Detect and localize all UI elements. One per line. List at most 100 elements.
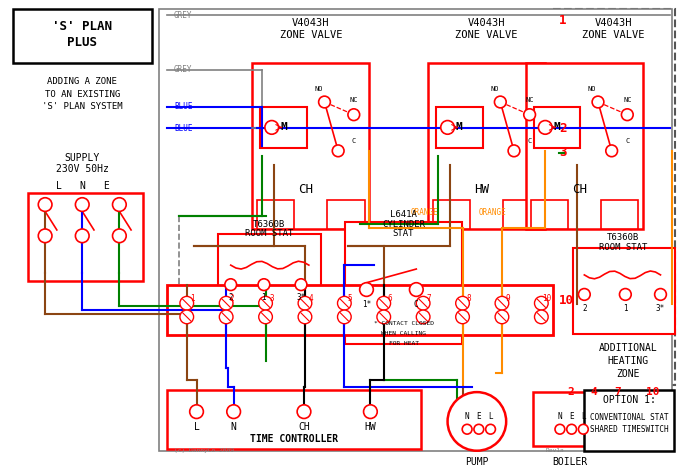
Circle shape — [112, 229, 126, 243]
Text: N: N — [558, 412, 562, 421]
Text: 3: 3 — [559, 146, 566, 159]
Text: BLUE: BLUE — [174, 124, 193, 133]
Text: 1*: 1* — [362, 300, 371, 309]
Text: C: C — [414, 300, 419, 309]
Circle shape — [416, 310, 430, 324]
Text: ROOM STAT: ROOM STAT — [599, 243, 648, 252]
Circle shape — [377, 310, 391, 324]
Bar — [260, 107, 307, 148]
Text: GREY: GREY — [174, 65, 193, 74]
Text: 2: 2 — [228, 293, 233, 302]
Text: 2: 2 — [567, 387, 574, 397]
Text: HW: HW — [364, 422, 376, 432]
Text: TIME CONTROLLER: TIME CONTROLLER — [250, 434, 338, 444]
Text: V4043H: V4043H — [292, 18, 330, 28]
Text: STAT: STAT — [393, 229, 415, 238]
Text: Rev1a: Rev1a — [545, 448, 564, 453]
Circle shape — [219, 296, 233, 310]
Bar — [433, 200, 470, 229]
Text: ORANGE: ORANGE — [479, 208, 506, 217]
Text: CH: CH — [299, 183, 313, 197]
Text: BLUE: BLUE — [174, 102, 193, 111]
Text: ZONE: ZONE — [617, 368, 640, 379]
Text: 2: 2 — [230, 294, 235, 303]
Circle shape — [348, 109, 359, 121]
Text: 7: 7 — [614, 387, 621, 397]
Text: L: L — [581, 412, 586, 421]
Text: TO AN EXISTING: TO AN EXISTING — [45, 90, 120, 99]
Bar — [159, 9, 672, 451]
Text: ZONE VALVE: ZONE VALVE — [455, 29, 518, 40]
Text: ZONE VALVE: ZONE VALVE — [582, 29, 645, 40]
Circle shape — [259, 310, 273, 324]
Circle shape — [578, 424, 588, 434]
Circle shape — [38, 229, 52, 243]
Circle shape — [75, 229, 89, 243]
Text: NC: NC — [525, 97, 534, 103]
Text: ADDING A ZONE: ADDING A ZONE — [48, 77, 117, 86]
Text: 10: 10 — [559, 294, 574, 307]
Circle shape — [535, 310, 548, 324]
Circle shape — [75, 197, 89, 212]
Text: 10: 10 — [542, 294, 552, 303]
Circle shape — [227, 405, 241, 418]
Text: SHARED TIMESWITCH: SHARED TIMESWITCH — [590, 425, 669, 434]
Circle shape — [606, 145, 618, 157]
Circle shape — [455, 310, 469, 324]
Text: T6360B: T6360B — [607, 233, 640, 242]
Text: L641A: L641A — [390, 210, 417, 219]
Bar — [28, 193, 143, 281]
Circle shape — [486, 424, 495, 434]
Text: E: E — [569, 412, 574, 421]
Circle shape — [295, 279, 307, 291]
Bar — [257, 200, 294, 229]
Text: M: M — [280, 123, 287, 132]
Text: WHEN CALLING: WHEN CALLING — [381, 331, 426, 336]
Text: HW: HW — [474, 183, 489, 197]
Text: CH: CH — [298, 422, 310, 432]
Text: L: L — [56, 181, 61, 191]
Text: NC: NC — [623, 97, 631, 103]
Circle shape — [337, 296, 351, 310]
Text: E: E — [103, 181, 108, 191]
Text: 2: 2 — [559, 122, 566, 135]
Text: 7: 7 — [426, 294, 431, 303]
Text: ORANGE: ORANGE — [411, 208, 438, 217]
Bar — [503, 200, 540, 229]
Text: 4: 4 — [591, 387, 598, 397]
Circle shape — [297, 405, 310, 418]
Text: NO: NO — [315, 86, 323, 92]
Circle shape — [319, 96, 331, 108]
Circle shape — [180, 310, 194, 324]
Circle shape — [219, 310, 233, 324]
Text: L: L — [489, 412, 493, 421]
Circle shape — [337, 310, 351, 324]
Text: 6: 6 — [387, 294, 392, 303]
Text: N: N — [230, 422, 237, 432]
Text: ADDITIONAL: ADDITIONAL — [599, 343, 658, 353]
Circle shape — [180, 296, 194, 310]
Text: HEATING: HEATING — [608, 356, 649, 366]
Text: OPTION 1:: OPTION 1: — [603, 395, 655, 405]
Circle shape — [258, 279, 270, 291]
Text: 230V 50Hz: 230V 50Hz — [56, 164, 109, 175]
Circle shape — [377, 296, 391, 310]
Circle shape — [359, 283, 373, 296]
Circle shape — [448, 392, 506, 451]
Circle shape — [592, 96, 604, 108]
Text: M: M — [456, 123, 463, 132]
Text: 3: 3 — [269, 294, 274, 303]
Text: 2: 2 — [582, 304, 586, 313]
Circle shape — [190, 405, 204, 418]
Text: CONVENTIONAL STAT: CONVENTIONAL STAT — [590, 413, 669, 422]
Bar — [167, 390, 421, 449]
Circle shape — [298, 296, 312, 310]
Text: 3*: 3* — [656, 304, 665, 313]
Circle shape — [566, 424, 577, 434]
Text: * CONTACT CLOSED: * CONTACT CLOSED — [373, 321, 433, 326]
Text: 5: 5 — [348, 294, 353, 303]
Text: N: N — [465, 412, 469, 421]
Text: NO: NO — [588, 86, 596, 92]
Bar — [531, 200, 568, 229]
Circle shape — [495, 310, 509, 324]
